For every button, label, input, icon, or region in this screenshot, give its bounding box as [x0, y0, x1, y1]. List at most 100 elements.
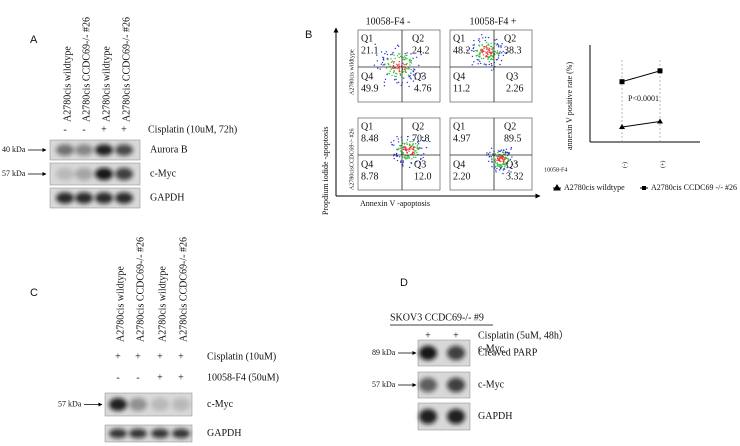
- event-dot: [396, 155, 399, 157]
- event-dot: [390, 53, 392, 56]
- event-dot: [404, 70, 406, 72]
- event-dot: [500, 59, 503, 62]
- event-dot: [394, 47, 397, 50]
- event-dot: [481, 51, 484, 54]
- event-dot: [406, 135, 409, 138]
- treatment-sign: -: [116, 372, 119, 383]
- point: [619, 79, 625, 85]
- quadrant-label: Q3: [414, 71, 426, 82]
- event-dot: [394, 57, 396, 60]
- blot-band: [109, 428, 127, 439]
- axis-title: Annexin V -apoptosis: [360, 199, 430, 208]
- event-dot: [494, 160, 497, 162]
- event-dot: [403, 77, 405, 79]
- blot-band: [95, 144, 113, 156]
- event-dot: [391, 53, 394, 55]
- event-dot: [406, 151, 408, 154]
- blot-name: c-Myc: [150, 168, 177, 179]
- condition-label: 10058-F4 +: [469, 16, 516, 27]
- event-dot: [398, 67, 400, 69]
- event-dot: [399, 70, 401, 73]
- event-dot: [398, 65, 400, 67]
- event-dot: [402, 57, 405, 59]
- event-dot: [481, 44, 483, 46]
- event-dot: [408, 75, 410, 78]
- event-dot: [403, 146, 405, 148]
- event-dot: [391, 60, 394, 62]
- event-dot: [502, 151, 504, 153]
- event-dot: [387, 58, 390, 60]
- event-dot: [494, 153, 496, 155]
- event-dot: [396, 82, 398, 84]
- event-dot: [392, 65, 395, 67]
- event-dot: [502, 169, 505, 171]
- event-dot: [400, 144, 402, 147]
- quadrant-value: 11.2: [453, 83, 470, 94]
- event-dot: [498, 44, 500, 47]
- event-dot: [409, 61, 411, 64]
- quadrant-label: Q4: [453, 159, 465, 170]
- event-dot: [491, 64, 493, 67]
- event-dot: [471, 49, 473, 52]
- event-dot: [400, 147, 402, 149]
- event-dot: [398, 61, 401, 63]
- event-dot: [393, 157, 395, 160]
- blot-band: [447, 408, 465, 425]
- series-line: [621, 121, 661, 128]
- event-dot: [476, 59, 479, 61]
- event-dot: [393, 78, 396, 81]
- event-dot: [502, 149, 505, 151]
- event-dot: [387, 72, 389, 75]
- blot-name: c-Myc: [207, 399, 234, 410]
- event-dot: [412, 139, 414, 141]
- blot-band: [151, 398, 169, 411]
- event-dot: [505, 52, 507, 55]
- event-dot: [504, 151, 507, 154]
- event-dot: [502, 54, 505, 57]
- event-dot: [496, 163, 499, 166]
- event-dot: [408, 157, 410, 159]
- blot-band: [75, 167, 93, 181]
- event-dot: [508, 152, 510, 154]
- event-dot: [408, 68, 410, 70]
- event-dot: [404, 157, 406, 159]
- event-dot: [466, 49, 468, 51]
- legend-label: A2780cis wildtype: [564, 183, 625, 192]
- event-dot: [400, 160, 402, 162]
- event-dot: [498, 169, 501, 171]
- event-dot: [409, 146, 412, 149]
- event-dot: [506, 166, 508, 169]
- event-dot: [418, 161, 421, 163]
- event-dot: [490, 147, 493, 149]
- event-dot: [490, 62, 492, 65]
- cell-line: SKOV3 CCDC69-/- #9: [390, 312, 484, 323]
- quadrant-value: 2.26: [506, 83, 524, 94]
- size-marker: 57 kDa: [2, 169, 26, 178]
- event-dot: [410, 53, 412, 55]
- event-dot: [398, 56, 400, 59]
- quadrant-label: Q2: [504, 33, 516, 44]
- event-dot: [479, 51, 481, 54]
- event-dot: [395, 72, 397, 74]
- event-dot: [406, 81, 408, 84]
- event-dot: [404, 52, 406, 55]
- event-dot: [491, 55, 493, 57]
- event-dot: [410, 162, 412, 164]
- event-dot: [510, 148, 512, 150]
- event-dot: [497, 43, 499, 46]
- event-dot: [498, 159, 500, 162]
- event-dot: [488, 61, 491, 63]
- axis-title: annexin V positive rate (%): [565, 62, 574, 150]
- event-dot: [488, 63, 490, 66]
- event-dot: [391, 74, 393, 77]
- event-dot: [409, 75, 411, 77]
- event-dot: [503, 159, 506, 161]
- event-dot: [487, 43, 490, 45]
- event-dot: [496, 38, 498, 41]
- event-dot: [397, 148, 400, 150]
- event-dot: [480, 57, 483, 60]
- event-dot: [381, 61, 384, 64]
- blot-name: Aurora B: [150, 144, 188, 155]
- event-dot: [485, 52, 487, 54]
- treatment-sign: +: [157, 351, 163, 362]
